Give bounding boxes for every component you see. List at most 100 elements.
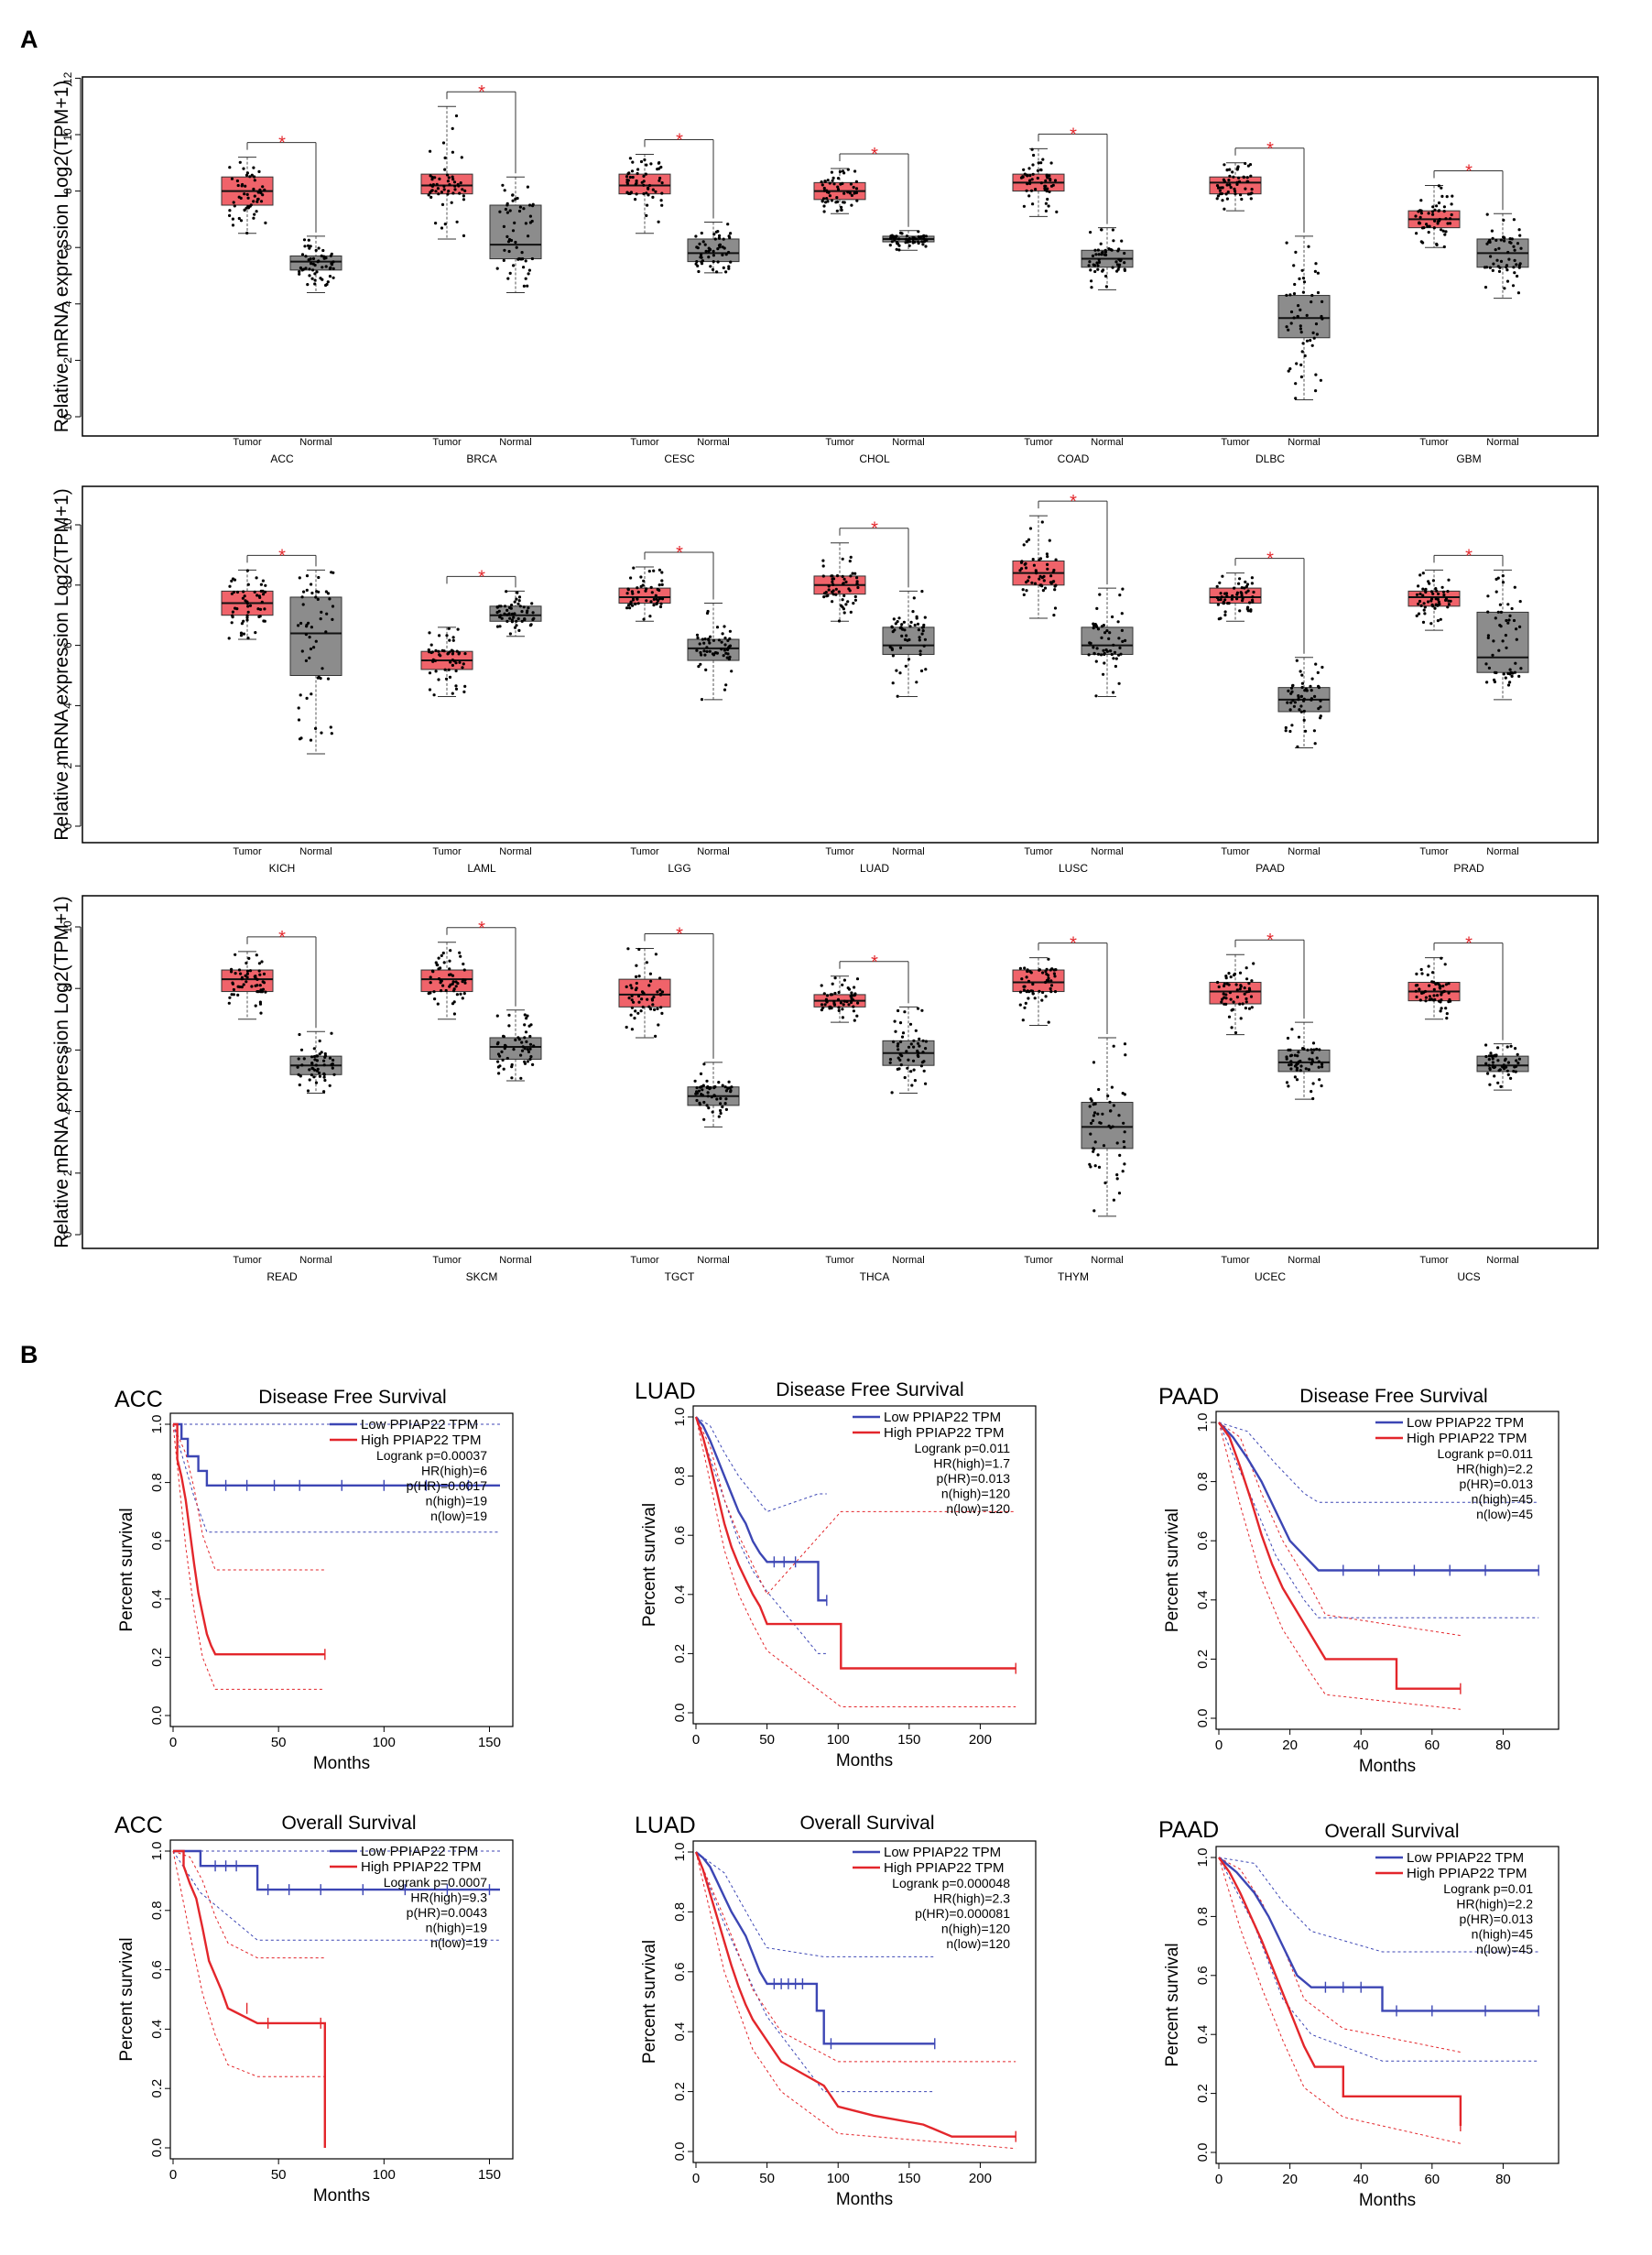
data-point [898,646,903,649]
data-point [1505,279,1510,283]
normal-points [888,230,929,252]
data-point [1247,1007,1252,1010]
data-point [1501,639,1505,643]
data-point [528,214,533,218]
data-point [442,961,446,964]
data-point [527,268,532,272]
data-point [1510,674,1514,679]
data-point [854,180,859,183]
normal-group-label: Normal [1288,846,1320,857]
data-point [1503,239,1506,243]
data-point [897,616,901,620]
data-point [717,1115,721,1118]
data-point [1107,637,1111,641]
data-point [1436,982,1440,986]
data-point [254,631,257,635]
data-point [1226,191,1230,194]
data-point [1022,593,1026,597]
data-point [240,184,244,188]
data-point [1231,170,1234,174]
data-point [513,221,516,224]
data-point [508,616,512,620]
data-point [253,179,256,182]
data-point [723,1102,727,1106]
data-point [513,612,516,615]
data-point [531,202,535,206]
data-point [1310,293,1314,298]
boxplot-kich: Tumor Normal*KICH [221,546,342,875]
data-point [1313,694,1317,699]
data-point [1097,1087,1101,1092]
data-point [1320,314,1323,319]
data-point [528,1047,532,1051]
data-point [528,1057,532,1062]
data-point [629,1013,633,1017]
data-point [1505,618,1508,623]
data-point [1437,999,1441,1003]
tumor-group-label: Tumor [233,846,262,857]
data-point [1124,1053,1127,1057]
data-point [255,953,258,957]
data-point [1049,184,1054,188]
data-point [1435,204,1439,208]
normal-group-label: Normal [1288,437,1320,448]
y-tick-label: 0.4 [149,2020,165,2039]
data-point [1295,659,1299,662]
data-point [1054,583,1058,587]
data-point [1223,613,1227,617]
significance-bracket: * [644,131,714,219]
data-point [519,1076,523,1080]
data-point [1018,1003,1022,1007]
data-point [652,604,656,607]
data-point [1494,590,1498,594]
data-point [1215,584,1219,588]
data-point [1238,987,1242,991]
x-axis-label: Months [836,2190,893,2209]
data-point [1515,263,1518,267]
normal-box [289,255,342,271]
y-tick-label: 1.0 [672,1843,688,1862]
data-point [1301,342,1305,345]
data-point [851,572,854,575]
data-point [848,191,853,195]
data-point [821,1006,825,1009]
data-point [1287,689,1290,693]
data-point [1304,687,1308,691]
data-point [1243,992,1246,996]
panel-b-survival-curves: ACC Disease Free Survival0.00.20.40.60.81… [114,1378,1560,2210]
data-point [911,610,915,614]
data-point [436,187,440,191]
data-point [1038,968,1041,972]
data-point [851,994,854,997]
data-point [246,605,250,608]
tumor-group-label: Tumor [1024,437,1053,448]
data-point [250,173,254,177]
data-point [1244,966,1248,970]
data-point [636,602,640,605]
data-point [1449,999,1452,1003]
data-point [1240,586,1244,590]
data-point [252,216,255,220]
data-point [1225,594,1229,598]
data-point [1449,217,1452,221]
data-point [500,616,504,620]
data-point [716,260,720,264]
data-point [451,126,454,130]
data-point [1294,382,1298,386]
data-point [315,590,319,594]
data-point [497,605,501,608]
km-plot-paad-os: PAAD Overall Survival0.00.20.40.60.81.0Pe… [1158,1817,1560,2210]
data-point [1518,262,1522,266]
data-point [628,175,633,180]
data-point [894,1029,897,1033]
legend-high-label: High PPIAP22 TPM [361,1859,481,1875]
data-point [696,636,700,640]
data-point [1417,602,1420,606]
data-point [237,968,242,972]
data-point [921,243,925,246]
data-point [1245,583,1250,586]
plot-title: Overall Survival [281,1813,416,1834]
data-point [1418,998,1422,1002]
data-point [651,188,655,191]
data-point [841,605,844,609]
